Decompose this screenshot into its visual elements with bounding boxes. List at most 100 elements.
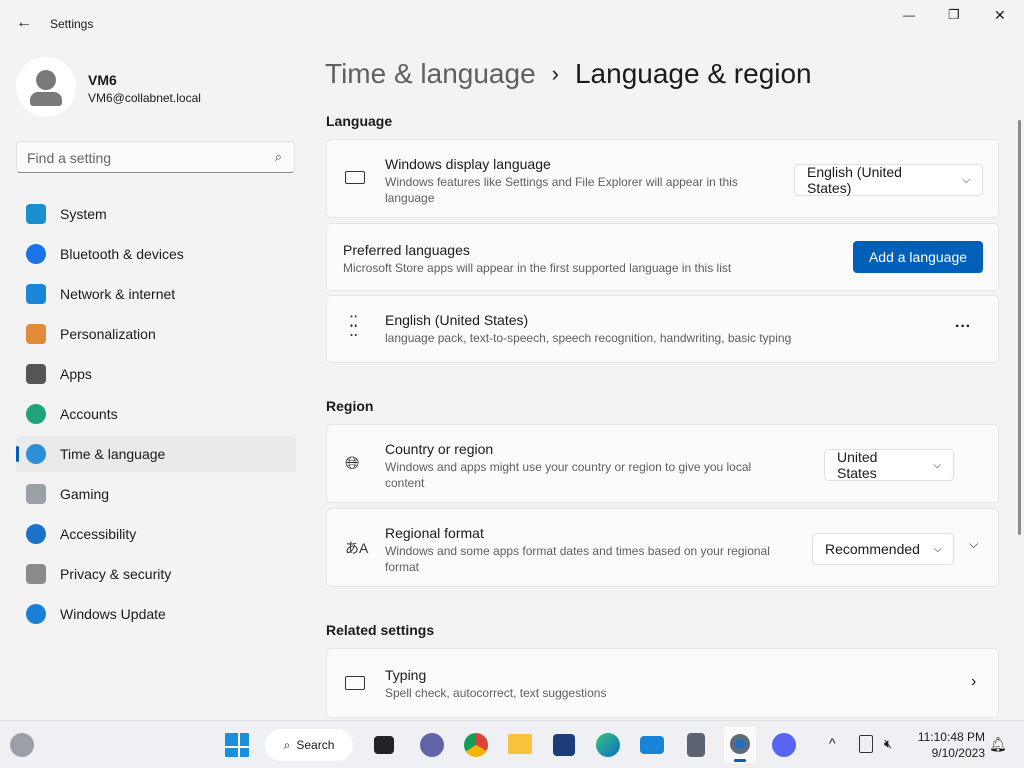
discord-icon[interactable] [772, 733, 796, 757]
breadcrumb-separator: › [551, 61, 559, 86]
sidebar-item-gaming[interactable]: Gaming [16, 476, 296, 512]
clock-date: 9/10/2023 [931, 746, 985, 760]
sidebar-item-bluetooth-devices[interactable]: Bluetooth & devices [16, 236, 296, 272]
sidebar-item-time-language[interactable]: Time & language [16, 436, 296, 472]
taskbar-search-label: Search [296, 738, 335, 752]
time-language-icon [26, 444, 46, 464]
more-options-button[interactable]: ··· [955, 318, 971, 335]
teams-icon[interactable] [420, 733, 444, 757]
typing-desc: Spell check, autocorrect, text suggestio… [385, 686, 607, 700]
regional-format-desc: Windows and some apps format dates and t… [385, 544, 770, 574]
preferred-languages-title: Preferred languages [343, 242, 470, 258]
show-hidden-icons[interactable]: ^ [829, 735, 836, 751]
dropdown-value: English (United States) [807, 164, 902, 196]
gaming-icon [26, 484, 46, 504]
start-icon[interactable] [225, 733, 249, 757]
sidebar-item-apps[interactable]: Apps [16, 356, 296, 392]
chevron-right-icon: › [971, 673, 977, 690]
network-icon[interactable] [859, 735, 873, 753]
add-language-button[interactable]: Add a language [853, 241, 983, 273]
privacy-security-icon [26, 564, 46, 584]
edge-icon[interactable] [596, 733, 620, 757]
avatar[interactable] [16, 57, 76, 117]
clock-time: 11:10:48 PM [917, 730, 985, 744]
sidebar-item-network-internet[interactable]: Network & internet [16, 276, 296, 312]
scrollbar[interactable] [1018, 120, 1021, 535]
settings-icon[interactable] [724, 727, 756, 763]
preferred-languages-desc: Microsoft Store apps will appear in the … [343, 261, 732, 275]
language-entry-title: English (United States) [385, 312, 529, 328]
typing-card[interactable]: Typing Spell check, autocorrect, text su… [326, 648, 999, 718]
dropdown-value: United States [837, 449, 878, 481]
window-title: Settings [50, 17, 94, 31]
user-email: VM6@collabnet.local [88, 91, 201, 105]
notifications-icon[interactable]: 🔔︎ [989, 736, 1007, 752]
breadcrumb: Time & language › Language & region [325, 58, 812, 90]
search-icon: ⌕ [274, 149, 282, 164]
minimize-button[interactable]: — [903, 8, 915, 22]
sidebar-item-system[interactable]: System [16, 196, 296, 232]
sidebar-item-label: Apps [60, 366, 92, 382]
related-heading: Related settings [326, 622, 435, 638]
chevron-down-icon: ⌵ [933, 459, 941, 471]
display-language-dropdown[interactable]: English (United States) ⌵ [794, 164, 983, 196]
sidebar-item-privacy-security[interactable]: Privacy & security [16, 556, 296, 592]
sidebar-item-label: Bluetooth & devices [60, 246, 184, 262]
search-placeholder: Find a setting [27, 150, 112, 166]
sidebar-item-label: Gaming [60, 486, 110, 502]
network-internet-icon [26, 284, 46, 304]
calculator-icon[interactable] [687, 733, 705, 757]
accessibility-icon [26, 524, 46, 544]
chevron-down-icon: ⌵ [962, 174, 970, 186]
language-entry-card[interactable]: ⁚⁚ ⁚⁚ English (United States) language pa… [326, 295, 999, 363]
chrome-icon[interactable] [464, 733, 488, 757]
page-title: Language & region [574, 58, 812, 89]
back-button[interactable]: ← [16, 14, 32, 31]
store-icon[interactable] [553, 734, 575, 756]
language-heading: Language [326, 113, 393, 129]
drag-handle-icon[interactable]: ⁚⁚ ⁚⁚ [349, 314, 358, 340]
weather-icon[interactable] [10, 733, 34, 757]
sidebar-item-label: Accessibility [60, 526, 137, 542]
personalization-icon [26, 324, 46, 344]
expand-chevron-icon[interactable]: ⌵ [969, 537, 979, 551]
sidebar-item-label: Windows Update [60, 606, 166, 622]
display-language-title: Windows display language [385, 156, 551, 172]
maximize-button[interactable]: ❐ [948, 7, 960, 22]
sidebar-item-label: Accounts [60, 406, 118, 422]
task-view-icon[interactable] [374, 736, 394, 754]
regional-format-title: Regional format [385, 525, 484, 541]
search-input[interactable]: Find a setting ⌕ [16, 141, 295, 173]
regional-format-dropdown[interactable]: Recommended ⌵ [812, 533, 954, 565]
sidebar-item-accessibility[interactable]: Accessibility [16, 516, 296, 552]
region-heading: Region [326, 398, 374, 414]
close-button[interactable]: ✕ [994, 7, 1006, 23]
volume-muted-icon[interactable]: 🔇︎ [884, 736, 893, 751]
language-format-icon: あA [345, 540, 369, 556]
sidebar-item-label: Personalization [60, 326, 156, 342]
mail-icon[interactable] [640, 736, 664, 754]
breadcrumb-parent[interactable]: Time & language [325, 58, 536, 89]
regional-format-card[interactable]: あA Regional format Windows and some apps… [326, 508, 999, 587]
search-icon: ⌕ [283, 737, 291, 752]
country-desc: Windows and apps might use your country … [385, 460, 752, 490]
bluetooth-devices-icon [26, 244, 46, 264]
keyboard-icon [345, 676, 365, 690]
sidebar-item-label: Privacy & security [60, 566, 172, 582]
display-language-card: Windows display language Windows feature… [326, 139, 999, 218]
laptop-icon [345, 171, 365, 184]
file-explorer-icon[interactable] [508, 734, 532, 754]
country-card: 🌐︎ Country or region Windows and apps mi… [326, 424, 999, 503]
country-dropdown[interactable]: United States ⌵ [824, 449, 954, 481]
sidebar-item-accounts[interactable]: Accounts [16, 396, 296, 432]
apps-icon [26, 364, 46, 384]
sidebar-item-personalization[interactable]: Personalization [16, 316, 296, 352]
globe-icon: 🌐︎ [345, 453, 360, 473]
accounts-icon [26, 404, 46, 424]
clock[interactable]: 11:10:48 PM 9/10/2023 [905, 729, 985, 761]
language-entry-desc: language pack, text-to-speech, speech re… [385, 331, 792, 345]
sidebar-item-label: Network & internet [60, 286, 176, 302]
windows-update-icon [26, 604, 46, 624]
taskbar-search[interactable]: ⌕ Search [265, 729, 353, 761]
sidebar-item-windows-update[interactable]: Windows Update [16, 596, 296, 632]
